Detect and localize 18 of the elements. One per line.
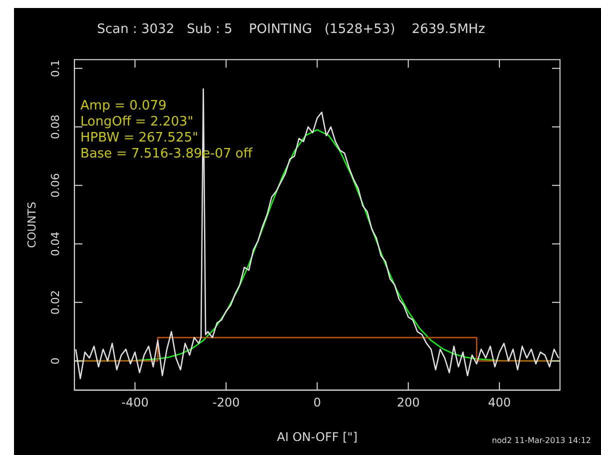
y-tick-label: 0.04 — [49, 232, 62, 256]
annotation: LongOff = 2.203" — [80, 114, 194, 130]
annotation: Amp = 0.079 — [80, 98, 167, 114]
y-tick-label: 0.1 — [49, 60, 62, 78]
y-tick-label: 0.02 — [49, 290, 62, 315]
y-tick-label: 0.08 — [49, 114, 62, 140]
y-axis-title: COUNTS — [25, 202, 38, 248]
x-tick-label: 0 — [313, 396, 322, 410]
y-tick-label: 0 — [49, 357, 62, 364]
text: nod2 11-Mar-2013 14:12 — [492, 436, 591, 446]
y-tick-label: 0.06 — [49, 173, 62, 198]
x-tick-label: 200 — [396, 396, 420, 410]
annotation: HPBW = 267.525" — [80, 130, 198, 146]
x-tick-label: -400 — [121, 396, 149, 410]
x-tick-label: 400 — [488, 396, 511, 410]
x-axis-title: AI ON-OFF ["] — [276, 430, 358, 444]
chart-title: Scan : 3032 Sub : 5 POINTING (1528+53) 2639.5MHz — [96, 22, 486, 38]
x-tick-label: -200 — [212, 396, 240, 410]
